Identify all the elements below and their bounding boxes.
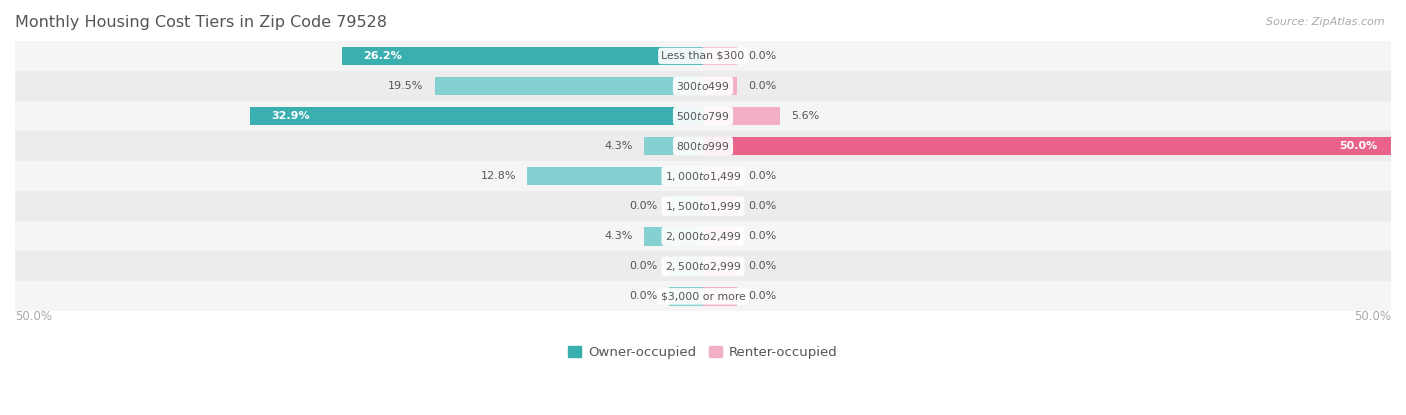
Text: 32.9%: 32.9% bbox=[271, 111, 309, 121]
Text: 0.0%: 0.0% bbox=[630, 261, 658, 271]
Legend: Owner-occupied, Renter-occupied: Owner-occupied, Renter-occupied bbox=[562, 341, 844, 364]
Bar bbox=[703, 46, 737, 65]
Text: $2,500 to $2,999: $2,500 to $2,999 bbox=[665, 260, 741, 273]
Text: 26.2%: 26.2% bbox=[363, 51, 402, 61]
Bar bbox=[15, 71, 1391, 101]
Bar bbox=[669, 287, 703, 306]
Bar bbox=[15, 251, 1391, 281]
Text: $300 to $499: $300 to $499 bbox=[676, 80, 730, 92]
Bar bbox=[15, 41, 1391, 71]
Bar bbox=[703, 227, 737, 246]
Bar bbox=[527, 167, 703, 186]
Text: $3,000 or more: $3,000 or more bbox=[661, 291, 745, 301]
Text: $1,000 to $1,499: $1,000 to $1,499 bbox=[665, 170, 741, 183]
Text: $500 to $799: $500 to $799 bbox=[676, 110, 730, 122]
Text: 0.0%: 0.0% bbox=[748, 261, 776, 271]
Bar bbox=[644, 137, 703, 155]
Bar bbox=[669, 257, 703, 276]
Text: 0.0%: 0.0% bbox=[748, 231, 776, 241]
Text: $800 to $999: $800 to $999 bbox=[676, 140, 730, 152]
Bar bbox=[703, 167, 737, 186]
Text: Source: ZipAtlas.com: Source: ZipAtlas.com bbox=[1267, 17, 1385, 27]
Text: 0.0%: 0.0% bbox=[630, 201, 658, 211]
Text: 0.0%: 0.0% bbox=[748, 51, 776, 61]
Text: 19.5%: 19.5% bbox=[388, 81, 423, 91]
Text: Monthly Housing Cost Tiers in Zip Code 79528: Monthly Housing Cost Tiers in Zip Code 7… bbox=[15, 15, 387, 30]
Bar bbox=[434, 77, 703, 95]
Bar bbox=[15, 281, 1391, 311]
Text: 0.0%: 0.0% bbox=[748, 201, 776, 211]
Bar bbox=[343, 46, 703, 65]
Bar bbox=[703, 257, 737, 276]
Text: 4.3%: 4.3% bbox=[605, 231, 633, 241]
Bar bbox=[703, 287, 737, 306]
Bar bbox=[644, 227, 703, 246]
Text: 5.6%: 5.6% bbox=[792, 111, 820, 121]
Bar bbox=[703, 107, 780, 125]
Bar bbox=[15, 101, 1391, 131]
Bar bbox=[669, 197, 703, 215]
Text: 0.0%: 0.0% bbox=[630, 291, 658, 301]
Bar bbox=[15, 161, 1391, 191]
Bar bbox=[703, 197, 737, 215]
Text: 50.0%: 50.0% bbox=[1339, 141, 1378, 151]
Bar bbox=[703, 137, 1391, 155]
Text: 12.8%: 12.8% bbox=[481, 171, 516, 181]
Text: 4.3%: 4.3% bbox=[605, 141, 633, 151]
Text: 50.0%: 50.0% bbox=[15, 310, 52, 323]
Bar bbox=[250, 107, 703, 125]
Text: 0.0%: 0.0% bbox=[748, 171, 776, 181]
Text: $2,000 to $2,499: $2,000 to $2,499 bbox=[665, 230, 741, 243]
Text: 0.0%: 0.0% bbox=[748, 81, 776, 91]
Bar bbox=[703, 77, 737, 95]
Text: 0.0%: 0.0% bbox=[748, 291, 776, 301]
Bar bbox=[15, 221, 1391, 251]
Text: 50.0%: 50.0% bbox=[1354, 310, 1391, 323]
Bar bbox=[15, 191, 1391, 221]
Text: $1,500 to $1,999: $1,500 to $1,999 bbox=[665, 200, 741, 213]
Bar bbox=[15, 131, 1391, 161]
Text: Less than $300: Less than $300 bbox=[661, 51, 745, 61]
